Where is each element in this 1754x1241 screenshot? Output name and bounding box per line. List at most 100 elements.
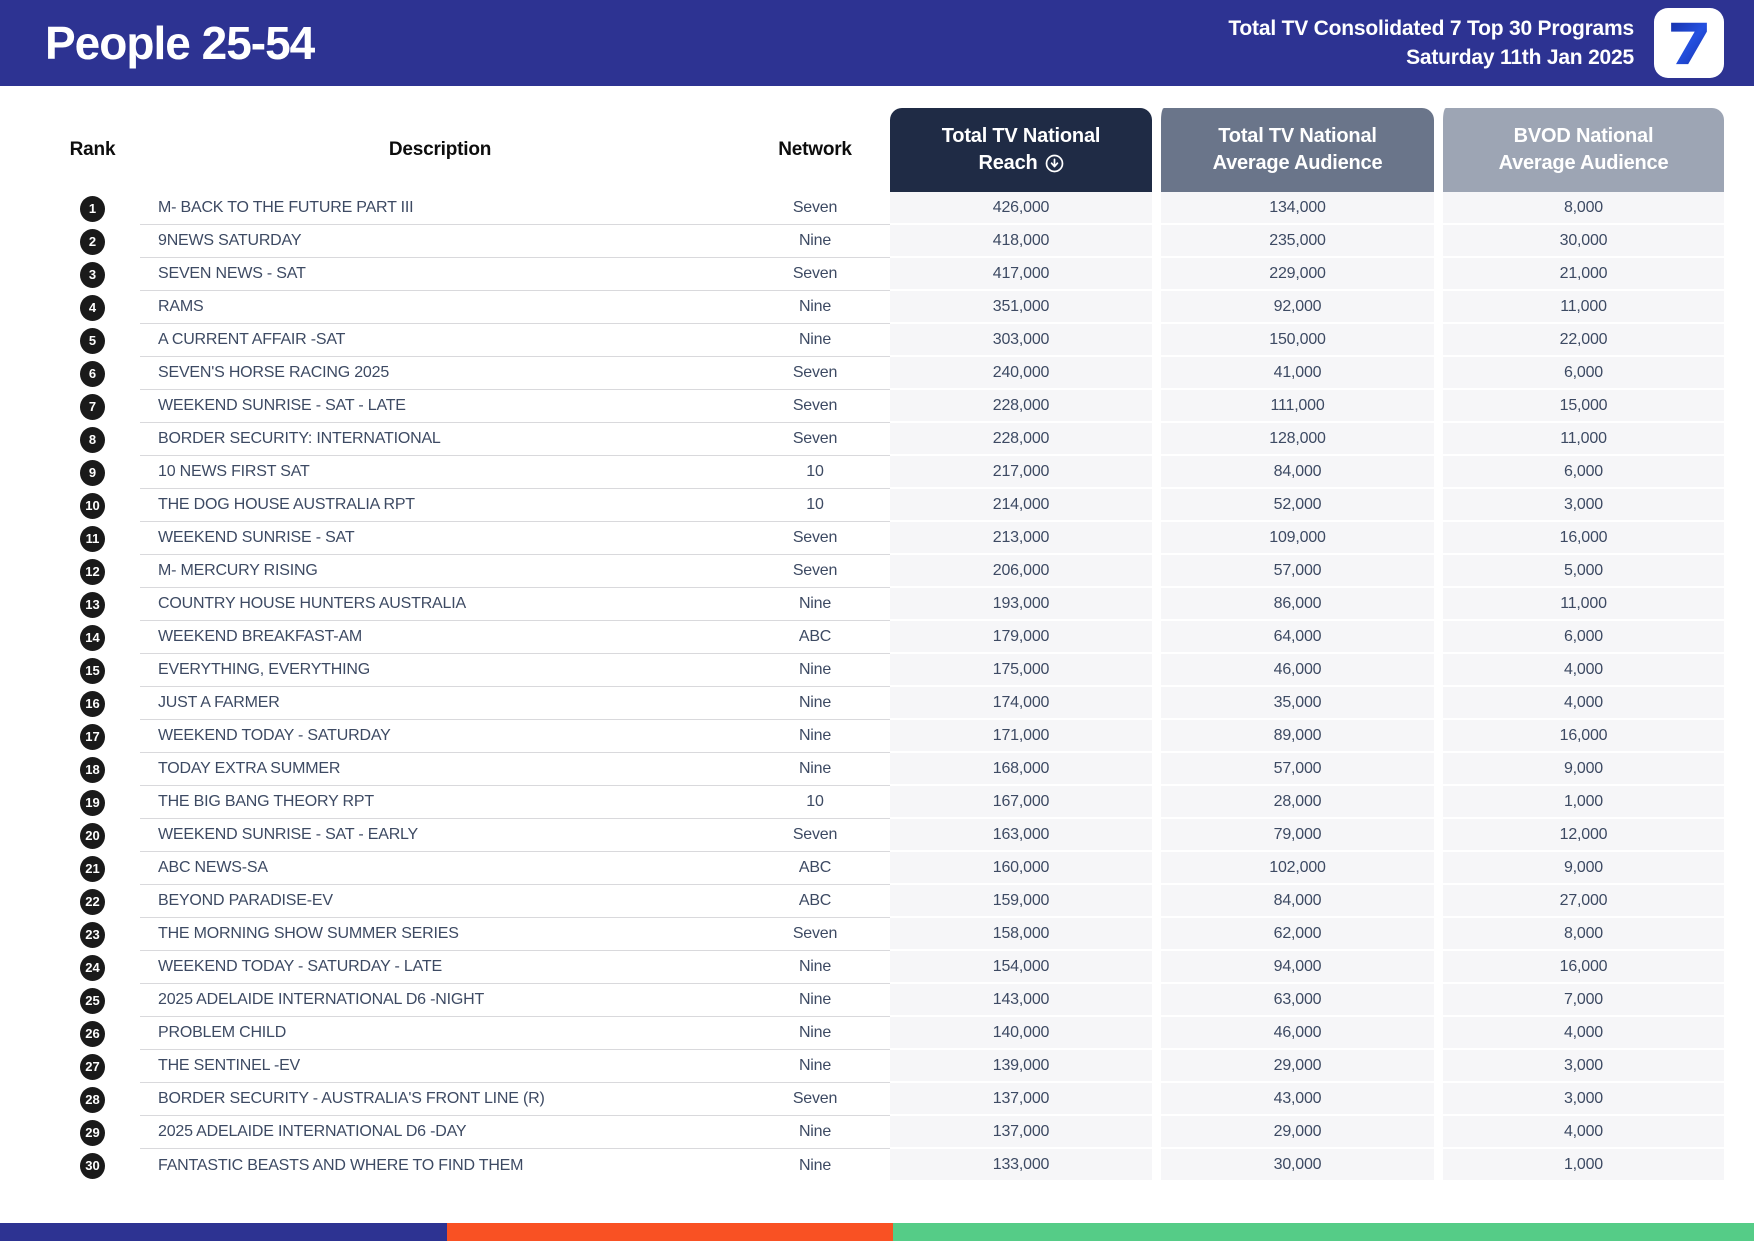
table-row: 15 EVERYTHING, EVERYTHING Nine 175,000 4…	[45, 654, 1724, 687]
bvod-audience-cell: 12,000	[1434, 819, 1724, 852]
rank-badge: 1	[80, 195, 105, 222]
rank-cell: 4	[45, 291, 140, 324]
rank-badge: 30	[80, 1152, 105, 1179]
bvod-audience-cell: 1,000	[1434, 786, 1724, 819]
table-row: 8 BORDER SECURITY: INTERNATIONAL Seven 2…	[45, 423, 1724, 456]
rank-cell: 23	[45, 918, 140, 951]
seven-7-icon	[1671, 22, 1707, 65]
rank-badge: 13	[80, 591, 105, 618]
avg-audience-cell: 84,000	[1152, 885, 1434, 918]
table-row: 17 WEEKEND TODAY - SATURDAY Nine 171,000…	[45, 720, 1724, 753]
reach-cell: 228,000	[890, 390, 1152, 423]
network-cell: Seven	[740, 357, 890, 390]
avg-audience-cell: 86,000	[1152, 588, 1434, 621]
network-cell: Seven	[740, 522, 890, 555]
rank-cell: 9	[45, 456, 140, 489]
description-cell: PROBLEM CHILD	[140, 1017, 740, 1050]
table-row: 10 THE DOG HOUSE AUSTRALIA RPT 10 214,00…	[45, 489, 1724, 522]
network-cell: Nine	[798, 1156, 832, 1174]
bvod-audience-cell: 1,000	[1434, 1149, 1724, 1182]
table-row: 13 COUNTRY HOUSE HUNTERS AUSTRALIA Nine …	[45, 588, 1724, 621]
bvod-audience-cell: 11,000	[1434, 588, 1724, 621]
reach-cell: 179,000	[890, 621, 1152, 654]
rank-badge: 5	[80, 327, 105, 354]
avg-audience-cell: 89,000	[1152, 720, 1434, 753]
avg-audience-cell: 43,000	[1152, 1083, 1434, 1116]
description-cell: A CURRENT AFFAIR -SAT	[140, 324, 740, 357]
bvod-audience-cell: 4,000	[1434, 687, 1724, 720]
bvod-audience-cell: 15,000	[1434, 390, 1724, 423]
bvod-audience-cell: 16,000	[1434, 951, 1724, 984]
report-info: Total TV Consolidated 7 Top 30 Programs …	[1228, 14, 1634, 72]
table-row: 21 ABC NEWS-SA ABC 160,000 102,000 9,000	[45, 852, 1724, 885]
table-row: 29 2025 ADELAIDE INTERNATIONAL D6 -DAY N…	[45, 1116, 1724, 1149]
avg-audience-cell: 235,000	[1152, 225, 1434, 258]
rank-badge: 6	[80, 360, 105, 387]
reach-cell: 154,000	[890, 951, 1152, 984]
rank-cell: 25	[45, 984, 140, 1017]
table-row: 4 RAMS Nine 351,000 92,000 11,000	[45, 291, 1724, 324]
bvod-audience-cell: 4,000	[1434, 1116, 1724, 1149]
reach-cell: 228,000	[890, 423, 1152, 456]
description-cell: TODAY EXTRA SUMMER	[140, 753, 740, 786]
rank-badge: 19	[80, 789, 105, 816]
avg-audience-cell: 28,000	[1152, 786, 1434, 819]
reach-cell: 240,000	[890, 357, 1152, 390]
rank-badge: 18	[80, 756, 105, 783]
description-cell: M- MERCURY RISING	[140, 555, 740, 588]
reach-cell: 168,000	[890, 753, 1152, 786]
rank-badge: 23	[80, 921, 105, 948]
rank-cell: 26	[45, 1017, 140, 1050]
avg-audience-cell: 57,000	[1152, 555, 1434, 588]
avg-audience-cell: 46,000	[1152, 1017, 1434, 1050]
avg-audience-column-header[interactable]: Total TV National Average Audience	[1152, 108, 1434, 192]
bvod-audience-cell: 4,000	[1434, 654, 1724, 687]
reach-cell: 417,000	[890, 258, 1152, 291]
description-cell: 9NEWS SATURDAY	[140, 225, 740, 258]
rank-cell: 12	[45, 555, 140, 588]
avg-audience-cell: 29,000	[1152, 1050, 1434, 1083]
reach-cell: 174,000	[890, 687, 1152, 720]
table-row: 19 THE BIG BANG THEORY RPT 10 167,000 28…	[45, 786, 1724, 819]
network-cell: 10	[740, 489, 890, 522]
description-cell: THE MORNING SHOW SUMMER SERIES	[140, 918, 740, 951]
table-row: 23 THE MORNING SHOW SUMMER SERIES Seven …	[45, 918, 1724, 951]
avg-audience-cell: 134,000	[1152, 192, 1434, 225]
rank-cell: 15	[45, 654, 140, 687]
avg-audience-cell: 229,000	[1152, 258, 1434, 291]
rank-badge: 9	[80, 459, 105, 486]
sort-descending-icon[interactable]	[1045, 154, 1064, 173]
avg-audience-cell: 62,000	[1152, 918, 1434, 951]
rank-badge: 10	[80, 492, 105, 519]
reach-cell: 140,000	[890, 1017, 1152, 1050]
reach-cell: 303,000	[890, 324, 1152, 357]
rank-badge: 20	[80, 822, 105, 849]
rank-badge: 7	[80, 393, 105, 420]
bvod-audience-cell: 27,000	[1434, 885, 1724, 918]
description-cell: COUNTRY HOUSE HUNTERS AUSTRALIA	[140, 588, 740, 621]
rank-cell: 27	[45, 1050, 140, 1083]
reach-cell: 351,000	[890, 291, 1152, 324]
reach-cell: 133,000	[890, 1149, 1152, 1182]
bvod-audience-cell: 21,000	[1434, 258, 1724, 291]
reach-cell: 143,000	[890, 984, 1152, 1017]
seven-network-logo	[1654, 8, 1724, 78]
rank-badge: 11	[80, 525, 105, 552]
bvod-audience-cell: 11,000	[1434, 423, 1724, 456]
rank-badge: 22	[80, 888, 105, 915]
reach-cell: 206,000	[890, 555, 1152, 588]
rank-badge: 8	[80, 426, 105, 453]
network-cell: Nine	[740, 1017, 890, 1050]
bvod-audience-cell: 30,000	[1434, 225, 1724, 258]
bvod-audience-column-header[interactable]: BVOD National Average Audience	[1434, 108, 1724, 192]
bvod-audience-cell: 6,000	[1434, 456, 1724, 489]
table-row: 26 PROBLEM CHILD Nine 140,000 46,000 4,0…	[45, 1017, 1724, 1050]
bvod-audience-cell: 16,000	[1434, 522, 1724, 555]
bvod-audience-cell: 9,000	[1434, 852, 1724, 885]
rank-cell: 10	[45, 489, 140, 522]
reach-column-header[interactable]: Total TV National Reach	[890, 108, 1152, 192]
bvod-audience-cell: 8,000	[1434, 192, 1724, 225]
rank-badge: 12	[80, 558, 105, 585]
description-cell: THE BIG BANG THEORY RPT	[140, 786, 740, 819]
bvod-audience-cell: 9,000	[1434, 753, 1724, 786]
